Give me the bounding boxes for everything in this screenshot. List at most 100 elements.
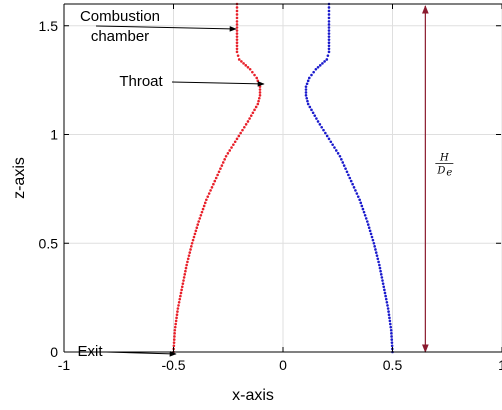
series-0-point-26 bbox=[184, 269, 187, 273]
series-1 bbox=[304, 2, 394, 354]
series-0-point-57 bbox=[216, 173, 219, 177]
series-0-point-104 bbox=[235, 38, 239, 41]
series-0-point-14 bbox=[176, 307, 180, 310]
series-1-point-88 bbox=[305, 82, 309, 86]
series-0-point-83 bbox=[257, 96, 261, 100]
series-0-point-87 bbox=[258, 85, 262, 88]
annotation-1-text-0: Throat bbox=[119, 73, 163, 90]
series-0-point-38 bbox=[193, 232, 197, 236]
series-1-point-90 bbox=[307, 76, 311, 80]
x-tick-3: 0.5 bbox=[383, 4, 402, 373]
series-1-point-54 bbox=[351, 182, 354, 186]
series-0-point-93 bbox=[248, 67, 252, 71]
series-0-point-53 bbox=[210, 186, 214, 189]
series-1-point-60 bbox=[342, 164, 346, 167]
series-1-point-58 bbox=[345, 170, 349, 174]
series-1-point-23 bbox=[381, 279, 384, 282]
series-1-point-86 bbox=[304, 88, 308, 91]
series-1-point-17 bbox=[384, 297, 388, 301]
series-0-point-92 bbox=[251, 70, 254, 74]
series-1-point-102 bbox=[327, 44, 331, 48]
series-0-point-35 bbox=[190, 241, 194, 245]
series-1-point-77 bbox=[313, 114, 317, 117]
axes: -1 -0.5 0 0.5 1 0 0.5 1 1.5 bbox=[39, 3, 502, 373]
series-0-point-15 bbox=[177, 304, 180, 307]
series-1-point-111 bbox=[327, 16, 331, 20]
y-tick-0: 0 bbox=[50, 344, 501, 360]
series-0-point-9 bbox=[174, 322, 177, 326]
series-0-point-75 bbox=[246, 120, 250, 123]
series-0-point-91 bbox=[253, 73, 256, 77]
series-0-point-17 bbox=[178, 297, 182, 301]
y-axis-label: z-axis bbox=[11, 157, 28, 199]
series-1-point-83 bbox=[305, 96, 309, 100]
series-1-point-80 bbox=[308, 105, 312, 109]
series-0-point-73 bbox=[243, 125, 246, 129]
series-0-point-107 bbox=[235, 29, 239, 32]
series-1-point-42 bbox=[366, 220, 369, 223]
series-0-point-20 bbox=[180, 288, 183, 292]
series-1-point-50 bbox=[356, 195, 360, 198]
series-1-point-18 bbox=[384, 294, 387, 298]
series-0-point-19 bbox=[179, 291, 183, 295]
series-1-point-113 bbox=[327, 9, 331, 13]
series-1-point-99 bbox=[326, 54, 330, 57]
x-tick-1: -0.5 bbox=[161, 4, 186, 373]
y-tick-label-1: 0.5 bbox=[39, 235, 59, 251]
series-1-point-26 bbox=[379, 269, 382, 273]
series-1-point-98 bbox=[325, 58, 329, 61]
series-0-point-111 bbox=[235, 16, 239, 20]
series-1-point-96 bbox=[321, 62, 324, 65]
series-1-point-56 bbox=[348, 176, 352, 180]
series-1-point-104 bbox=[327, 38, 331, 41]
series-0-point-56 bbox=[214, 176, 218, 180]
series-0-point-112 bbox=[235, 13, 239, 16]
y-tick-2: 1 bbox=[50, 127, 501, 143]
annotation-0-arrow bbox=[95, 25, 237, 32]
series-0-point-59 bbox=[219, 167, 222, 170]
x-axis-label: x-axis bbox=[232, 387, 274, 404]
series-0-point-21 bbox=[180, 285, 184, 289]
series-1-point-107 bbox=[327, 29, 331, 32]
series-0-point-18 bbox=[179, 294, 182, 298]
series-1-point-47 bbox=[360, 204, 364, 208]
series-1-point-30 bbox=[376, 257, 380, 261]
series-0-point-110 bbox=[235, 20, 239, 23]
series-0-point-50 bbox=[206, 195, 210, 198]
series-1-point-94 bbox=[316, 65, 320, 69]
series-0-point-52 bbox=[209, 189, 212, 192]
series-1-point-3 bbox=[390, 341, 394, 344]
series-1-point-72 bbox=[322, 128, 325, 132]
series-1-point-81 bbox=[306, 102, 310, 106]
series-1-point-39 bbox=[368, 229, 372, 233]
series-1-point-75 bbox=[316, 120, 320, 123]
series-1-point-14 bbox=[386, 307, 390, 310]
series-0-point-114 bbox=[235, 6, 239, 9]
series-0-point-94 bbox=[246, 65, 250, 69]
series-1-point-62 bbox=[340, 158, 343, 161]
series-1-point-32 bbox=[374, 251, 378, 254]
series-1-point-31 bbox=[375, 254, 379, 257]
series-1-point-100 bbox=[327, 50, 331, 54]
series-0-point-113 bbox=[235, 9, 239, 13]
series-1-point-67 bbox=[331, 143, 334, 146]
x-tick-0: -1 bbox=[58, 4, 70, 373]
series-0-point-46 bbox=[201, 207, 205, 211]
series-0-point-61 bbox=[221, 161, 225, 164]
series-0-point-84 bbox=[258, 94, 262, 97]
x-tick-4: 1 bbox=[498, 4, 502, 373]
series-1-point-34 bbox=[373, 245, 376, 248]
series-1-point-11 bbox=[388, 316, 391, 320]
series-0-point-23 bbox=[182, 279, 185, 282]
annotation-0-text-0: Combustion bbox=[80, 8, 160, 25]
series-1-point-106 bbox=[327, 32, 331, 35]
series-1-point-28 bbox=[378, 263, 381, 267]
series-1-point-41 bbox=[366, 223, 370, 226]
dimension-label-numerator: H bbox=[439, 153, 449, 164]
series-1-point-45 bbox=[362, 210, 366, 214]
series-1-point-59 bbox=[344, 167, 347, 170]
series-0-point-28 bbox=[185, 263, 188, 267]
series-0-point-90 bbox=[255, 76, 259, 80]
series-0-point-72 bbox=[241, 128, 244, 132]
